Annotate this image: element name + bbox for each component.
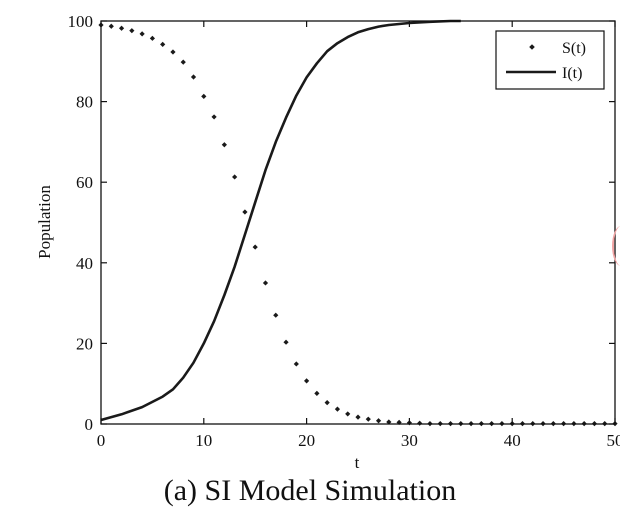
figure-caption: (a) SI Model Simulation	[0, 474, 620, 508]
data-point	[324, 400, 330, 406]
data-point	[386, 419, 392, 425]
x-tick-label: 10	[195, 431, 212, 450]
legend-box	[495, 30, 605, 90]
data-point	[417, 420, 423, 426]
x-axis-label: t	[355, 453, 360, 470]
y-tick-label: 40	[76, 254, 93, 273]
y-tick-label: 60	[76, 173, 93, 192]
edge-annotation-mark	[612, 226, 620, 266]
data-point	[252, 244, 258, 250]
data-point	[139, 31, 145, 37]
data-point	[118, 25, 125, 31]
data-point	[129, 28, 135, 34]
x-tick-label: 50	[607, 431, 620, 450]
data-point	[149, 35, 155, 41]
data-point	[211, 114, 217, 120]
data-point	[262, 280, 269, 286]
data-point	[355, 414, 361, 420]
x-tick-label: 20	[298, 431, 315, 450]
data-point	[190, 74, 197, 80]
x-tick-label: 40	[504, 431, 521, 450]
data-point	[365, 416, 371, 422]
data-point	[304, 378, 310, 384]
data-point	[242, 209, 248, 215]
data-point	[170, 49, 176, 55]
data-point	[375, 418, 382, 424]
legend-label: S(t)	[562, 40, 586, 57]
data-point	[221, 142, 227, 148]
y-tick-label: 20	[76, 334, 93, 353]
y-tick-label: 100	[68, 12, 94, 31]
legend-marker-swatch	[529, 44, 535, 50]
si-model-chart: 0 10 20 30 40 50 0 20 40 60 80 100 t Population S(t) I…	[35, 12, 620, 470]
data-point	[201, 93, 207, 99]
x-tick-label: 30	[401, 431, 418, 450]
x-tick-label: 0	[97, 431, 106, 450]
data-point	[232, 174, 238, 180]
data-point	[293, 361, 299, 367]
series-line-1	[100, 19, 461, 422]
caption-title: SI Model Simulation	[204, 474, 457, 507]
data-point	[180, 59, 186, 65]
y-axis-label: Population	[35, 185, 54, 259]
data-point	[108, 23, 114, 29]
y-tick-label: 0	[85, 415, 94, 434]
data-point	[314, 390, 320, 396]
caption-label: (a)	[163, 474, 198, 507]
legend-label: I(t)	[562, 65, 582, 82]
legend: S(t) I(t)	[495, 30, 605, 90]
data-point	[273, 312, 279, 318]
data-point	[334, 406, 341, 412]
plot-frame	[100, 20, 616, 425]
data-point	[345, 411, 351, 417]
data-point	[283, 339, 289, 345]
y-tick-label: 80	[76, 93, 93, 112]
data-point	[160, 41, 166, 47]
